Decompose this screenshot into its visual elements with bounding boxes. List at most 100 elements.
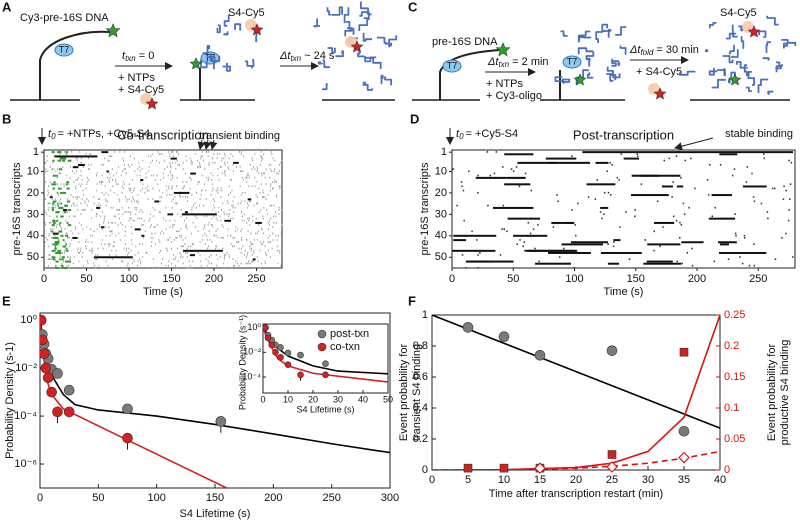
event [232, 164, 234, 166]
event [249, 224, 251, 226]
event [689, 157, 692, 160]
panel-title: Co-transcription [117, 127, 209, 142]
event [147, 198, 149, 200]
event [51, 168, 53, 171]
event [51, 230, 54, 233]
event [228, 213, 230, 215]
event [53, 187, 55, 190]
event [253, 249, 255, 252]
rest: = 0 [136, 50, 155, 62]
event [58, 239, 60, 242]
event [176, 185, 178, 188]
x-tick-label: 10 [498, 474, 510, 486]
event [105, 234, 107, 237]
event [192, 243, 194, 245]
event [131, 164, 133, 166]
event [510, 168, 513, 170]
event [272, 239, 274, 241]
event [270, 164, 272, 166]
event [158, 267, 160, 269]
plot-area [431, 314, 721, 471]
event [110, 230, 112, 233]
event [121, 170, 123, 173]
event [121, 191, 123, 194]
event [158, 239, 160, 241]
event [251, 247, 253, 250]
event [66, 234, 69, 237]
event [49, 254, 51, 256]
event [163, 159, 165, 162]
y-tick-label: 0.8 [413, 340, 428, 352]
event [274, 159, 276, 162]
event [165, 206, 167, 209]
event [65, 234, 67, 237]
event [159, 241, 161, 243]
event [113, 215, 115, 218]
event [59, 153, 61, 155]
event [166, 194, 168, 196]
event [257, 230, 259, 233]
event [169, 219, 171, 222]
event [133, 260, 135, 263]
event [66, 174, 68, 177]
event [249, 241, 251, 243]
event [62, 159, 66, 162]
marker [297, 351, 304, 359]
event [619, 226, 621, 228]
event [134, 187, 136, 190]
event [145, 172, 147, 175]
event [594, 198, 597, 200]
event [124, 230, 126, 233]
y2-tick-label: 0.05 [724, 433, 745, 445]
event [140, 179, 144, 182]
event [51, 209, 55, 212]
event [88, 164, 90, 166]
event [146, 185, 148, 188]
event [113, 241, 115, 243]
event [258, 211, 260, 213]
event [78, 221, 80, 224]
x-axis-label: Time after transcription restart (min) [489, 488, 663, 500]
event [141, 217, 143, 220]
event [122, 157, 124, 160]
event [261, 228, 263, 230]
event [748, 264, 751, 267]
marker [284, 361, 292, 368]
event [118, 213, 120, 215]
event [273, 204, 275, 207]
event [156, 174, 158, 177]
event [227, 166, 229, 168]
event [126, 264, 128, 267]
event [80, 161, 82, 164]
event [230, 234, 232, 237]
event [742, 185, 767, 188]
event [98, 224, 100, 226]
event [63, 185, 65, 188]
event [106, 170, 109, 173]
event [150, 161, 152, 164]
sub: 0 [51, 132, 56, 141]
event [251, 168, 253, 170]
event [190, 161, 192, 164]
event [753, 264, 755, 267]
event [240, 230, 242, 233]
event [240, 262, 242, 265]
event [571, 155, 573, 158]
x-tick-label: 200 [688, 273, 706, 285]
event [171, 176, 173, 179]
event [66, 256, 68, 258]
event [137, 202, 139, 205]
event [131, 191, 133, 194]
event [743, 234, 746, 237]
event [176, 267, 178, 269]
event [103, 221, 105, 224]
event [52, 219, 56, 222]
event [199, 254, 201, 256]
marker [297, 371, 304, 379]
event [223, 157, 225, 160]
event [172, 254, 174, 256]
event [247, 217, 249, 220]
event [81, 183, 83, 185]
event [256, 168, 258, 170]
event [228, 256, 230, 258]
